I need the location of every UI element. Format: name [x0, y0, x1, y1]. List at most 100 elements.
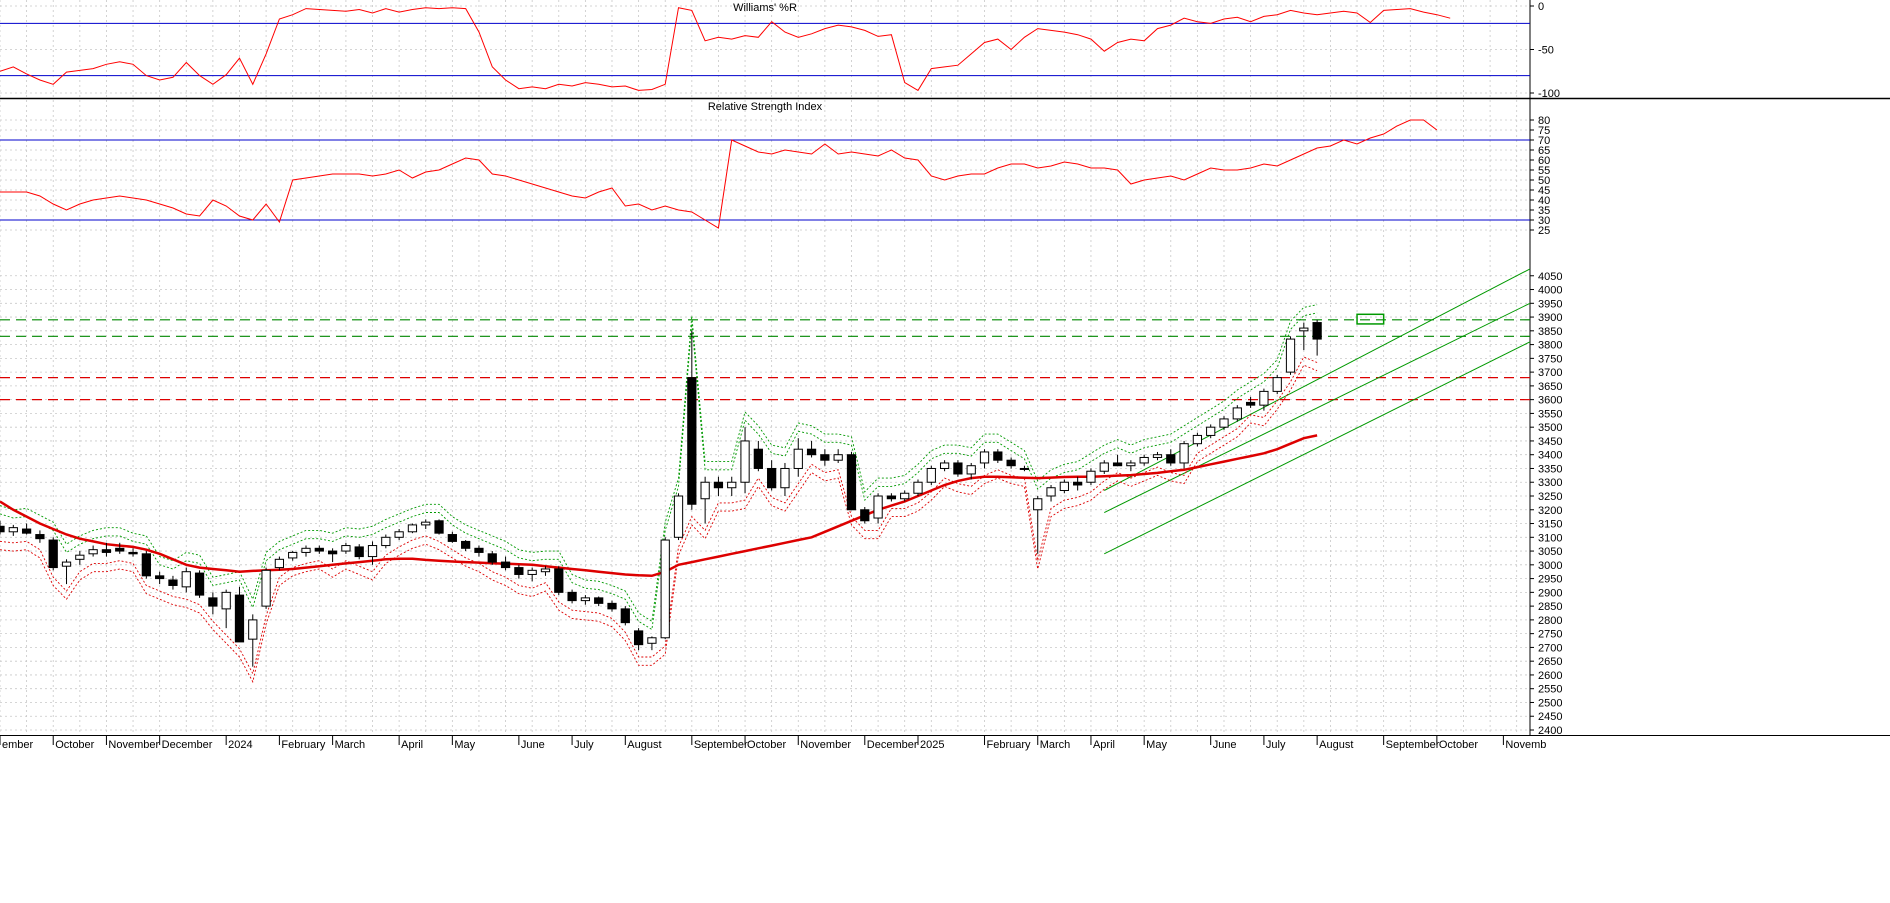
candle: [554, 566, 564, 596]
candle-body: [1245, 401, 1256, 406]
candle-body: [833, 454, 843, 461]
ytick-label: 2950: [1538, 574, 1562, 586]
candle-body: [407, 524, 418, 533]
xtick-label: July: [1266, 739, 1286, 751]
candle-body: [993, 451, 1003, 461]
candle-body: [939, 462, 950, 469]
candle-body: [1006, 459, 1016, 467]
ytick-label: 2750: [1538, 629, 1562, 641]
candle: [753, 440, 763, 472]
candle-body: [1179, 443, 1189, 464]
ytick-label: 3900: [1538, 312, 1562, 324]
ytick-label: 80: [1538, 115, 1550, 127]
candle-body: [274, 558, 285, 569]
ytick-label: 3300: [1538, 477, 1562, 489]
candle: [421, 519, 431, 530]
candle: [128, 548, 138, 557]
candle: [767, 460, 777, 491]
xtick-label: May: [1146, 739, 1167, 751]
candle: [793, 438, 803, 477]
candle-body: [394, 531, 404, 538]
candle: [394, 529, 404, 541]
ytick-label: 3850: [1538, 326, 1562, 338]
candle: [727, 476, 737, 496]
candle: [1046, 484, 1056, 502]
ytick-label: 55: [1538, 165, 1550, 177]
ytick-label: 30: [1538, 215, 1550, 227]
candle: [248, 614, 258, 667]
candle: [1139, 454, 1149, 466]
candle-body: [88, 549, 98, 555]
ytick-label: 2500: [1538, 697, 1562, 709]
candle-body: [314, 547, 324, 552]
candle-body: [979, 451, 990, 464]
candle: [687, 330, 697, 510]
ytick-label: 2900: [1538, 587, 1562, 599]
candle: [327, 548, 338, 563]
ytick-label: 25: [1538, 225, 1550, 237]
candle-body: [1299, 327, 1309, 332]
candle-body: [607, 602, 617, 610]
ytick-label: 3400: [1538, 450, 1562, 462]
candle-body: [527, 569, 537, 575]
candle: [314, 545, 324, 554]
candle-body: [1285, 338, 1296, 373]
candle-body: [447, 534, 457, 542]
candle-body: [327, 550, 338, 555]
candle-body: [421, 521, 431, 526]
candle: [61, 559, 72, 585]
candle-body: [886, 495, 897, 500]
candle: [274, 556, 285, 571]
xtick-label: November: [800, 739, 851, 751]
panel-title: Relative Strength Index: [708, 101, 823, 113]
candle-body: [700, 481, 710, 500]
candle: [607, 600, 617, 612]
panel-0: 0 -50 -100 Williams' %R: [0, 1, 1560, 100]
candle: [580, 595, 591, 605]
highlight-box: [1356, 313, 1385, 325]
candle-body: [381, 536, 391, 547]
candle: [35, 530, 45, 543]
candle-body: [580, 597, 591, 602]
xtick-label: April: [401, 739, 423, 751]
candle-body: [926, 467, 936, 483]
xtick-label: June: [1213, 739, 1237, 751]
ytick-label: 50: [1538, 175, 1550, 187]
candle: [939, 460, 950, 472]
candle-body: [500, 561, 511, 569]
candle-body: [554, 568, 564, 593]
candle: [115, 542, 125, 554]
candle-body: [221, 591, 231, 610]
candle-body: [8, 527, 18, 533]
ytick-label: 3750: [1538, 353, 1562, 365]
candle: [1192, 432, 1203, 447]
candle: [594, 596, 604, 607]
candle-body: [594, 597, 604, 604]
candle-body: [673, 495, 684, 538]
ytick-label: 3150: [1538, 519, 1562, 531]
candle-body: [248, 619, 258, 640]
candle-body: [181, 571, 191, 588]
candle: [447, 531, 457, 543]
candle-body: [434, 520, 444, 534]
candle-body: [48, 539, 58, 569]
xtick-label: ember: [2, 739, 34, 751]
xtick-label: 2024: [228, 739, 252, 751]
candle-body: [873, 495, 883, 519]
candle-body: [820, 454, 830, 461]
ytick-label: 4000: [1538, 285, 1562, 297]
candle-body: [101, 549, 112, 553]
ytick-label: 3050: [1538, 546, 1562, 558]
candle: [1059, 479, 1069, 494]
ytick-label: 3000: [1538, 560, 1562, 572]
candle: [8, 524, 18, 536]
candle: [301, 545, 311, 557]
candle: [487, 551, 497, 565]
candle: [141, 551, 151, 579]
candle-body: [900, 492, 910, 500]
candle-body: [953, 462, 963, 475]
candle: [567, 589, 577, 604]
candle-body: [860, 509, 870, 522]
candle-body: [75, 554, 85, 560]
